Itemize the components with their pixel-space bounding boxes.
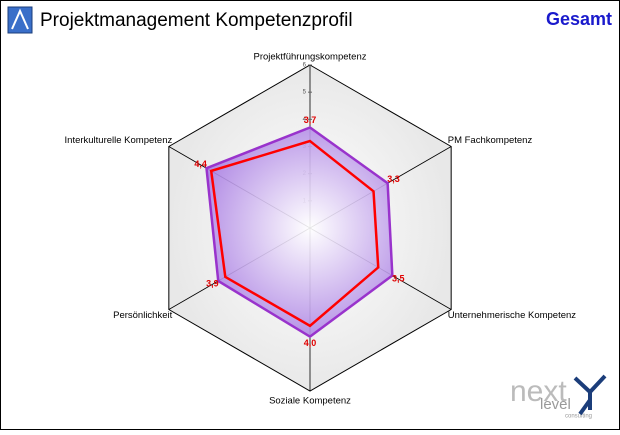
data-label: 3,5 — [392, 273, 405, 283]
r-tick-label: 4 — [303, 117, 307, 123]
line — [209, 139, 380, 328]
data-label: 3,7 — [304, 115, 317, 125]
chart-subtitle: Gesamt — [546, 9, 612, 29]
plot: 1234563,73,33,54,03,94,4Projektführungsk… — [65, 51, 577, 406]
chart-title: Projektmanagement Kompetenzprofil — [40, 10, 353, 31]
category-label: PM Fachkompetenz — [448, 135, 533, 146]
data-label: 4,4 — [194, 159, 207, 169]
logo-word: level — [540, 396, 571, 413]
logo-figure — [573, 374, 607, 416]
r-tick-label: 6 — [303, 63, 307, 69]
icon-glyph — [11, 8, 29, 30]
logo-word: next — [510, 375, 567, 408]
category-label: Persönlichkeit — [113, 310, 172, 321]
category-label: Unternehmerische Kompetenz — [448, 310, 577, 321]
category-label: Projektführungskompetenz — [253, 51, 366, 62]
category-label: Interkulturelle Kompetenz — [65, 135, 173, 146]
area — [205, 126, 394, 339]
logo-word: consulting — [565, 414, 592, 420]
data-label: 4,0 — [304, 338, 317, 348]
data-label: 3,3 — [387, 174, 400, 184]
data-label: 3,9 — [206, 279, 219, 289]
r-tick-label: 5 — [303, 90, 307, 96]
category-label: Soziale Kompetenz — [269, 396, 351, 407]
